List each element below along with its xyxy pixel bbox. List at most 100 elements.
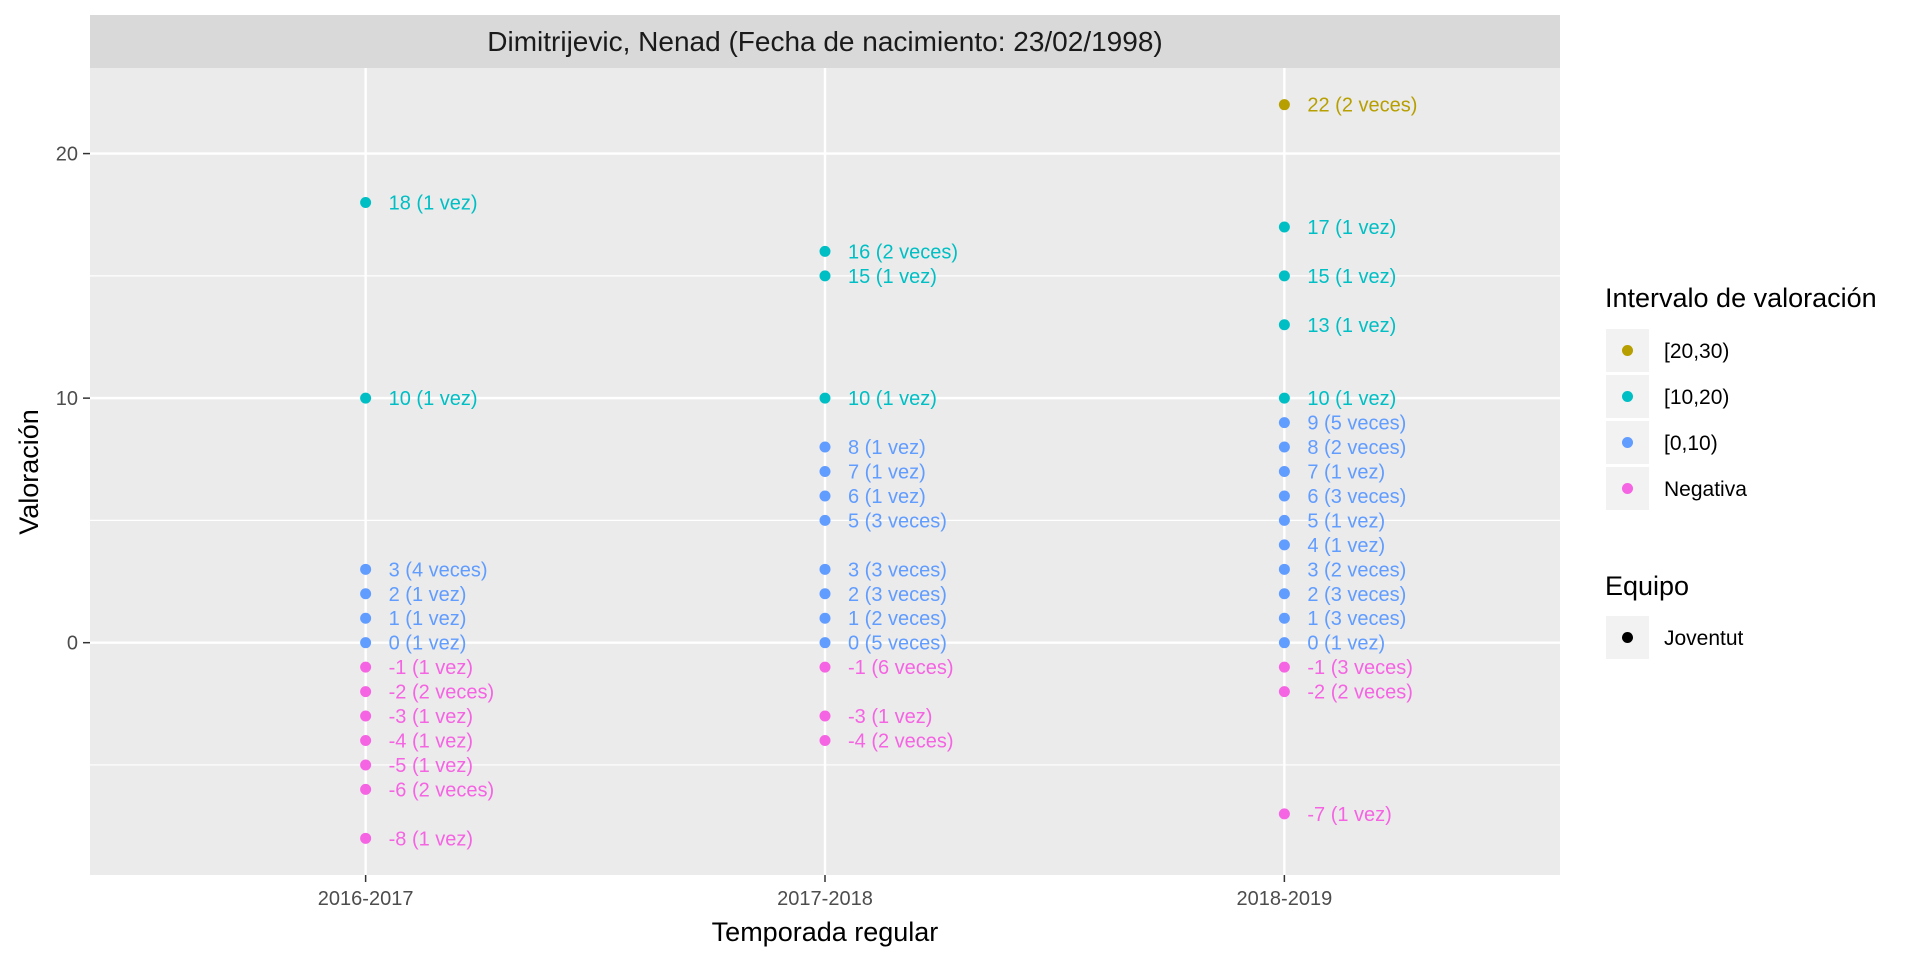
data-point [1278,539,1290,551]
points [360,99,1290,844]
data-point [360,588,372,600]
data-point [819,441,831,453]
data-point [819,270,831,282]
data-point-label: 4 (1 vez) [1307,535,1385,557]
data-point [360,637,372,649]
data-point [819,392,831,404]
legend-shape-keys: Joventut [1606,616,1744,659]
data-point-label: -4 (1 vez) [389,731,473,753]
y-axis-title: Valoración [14,409,44,535]
data-point-label: 22 (2 veces) [1307,95,1417,117]
data-point-label: 8 (2 veces) [1307,437,1406,459]
chart-title: Dimitrijevic, Nenad (Fecha de nacimiento… [487,26,1162,57]
data-point-label: -5 (1 vez) [389,755,473,777]
data-point [819,661,831,673]
data-point-label: -6 (2 veces) [389,779,495,801]
data-point-label: 7 (1 vez) [848,462,926,484]
data-point-label: -4 (2 veces) [848,731,954,753]
data-point-label: 13 (1 vez) [1307,315,1396,337]
data-point-label: 1 (1 vez) [389,608,467,630]
data-point [360,392,372,404]
data-point [1278,686,1290,698]
legend-key-label: [0,10) [1664,432,1718,455]
data-point [1278,466,1290,477]
data-point [1278,588,1290,600]
data-point-label: -2 (2 veces) [1307,682,1413,704]
data-point-label: -1 (3 veces) [1307,657,1413,679]
data-point-label: -3 (1 vez) [848,706,932,728]
data-point [1278,563,1290,575]
legend-key-point [1622,345,1633,356]
x-axis: 2016-2017 2017-2018 2018-2019 [318,875,1332,910]
data-point [1278,808,1290,820]
data-point [1278,270,1290,282]
data-point [360,735,372,746]
data-point-label: 10 (1 vez) [848,388,937,410]
data-point-label: 1 (3 veces) [1307,608,1406,630]
data-point [1278,392,1290,404]
legend-key-point [1622,632,1633,643]
legend-key-point [1622,483,1633,494]
legend-color-keys: [20,30) [10,20) [0,10) Negativa [1606,329,1747,510]
data-point [819,514,831,526]
legend-key-label: [20,30) [1664,340,1729,363]
x-tick-label: 2018-2019 [1237,888,1333,910]
data-point-label: 16 (2 veces) [848,241,958,263]
data-point-label: 7 (1 vez) [1307,462,1385,484]
data-point [1278,319,1290,331]
data-point-label: 9 (5 veces) [1307,413,1406,435]
data-point [819,588,831,600]
data-point-label: 10 (1 vez) [1307,388,1396,410]
data-point [819,735,831,746]
y-tick-label: 10 [56,388,78,410]
legend-shape-title: Equipo [1605,571,1689,601]
data-point [360,710,372,722]
legend-key-point [1622,391,1633,402]
legend-key-label: [10,20) [1664,386,1729,409]
x-tick-label: 2017-2018 [777,888,873,910]
data-point-label: 6 (3 veces) [1307,486,1406,508]
data-point-label: 0 (1 vez) [1307,633,1385,655]
x-axis-title: Temporada regular [712,917,939,947]
data-point [360,563,372,575]
data-point-label: 17 (1 vez) [1307,217,1396,239]
data-point [819,612,831,624]
y-tick-label: 0 [67,633,78,655]
data-point-label: 1 (2 veces) [848,608,947,630]
data-point [819,466,831,477]
legend: Intervalo de valoración [20,30) [10,20) [0… [1605,283,1877,659]
data-point-label: -2 (2 veces) [389,682,495,704]
data-point-label: 18 (1 vez) [389,193,478,215]
data-point-label: 0 (1 vez) [389,633,467,655]
data-point [1278,490,1290,502]
data-point [360,197,372,208]
data-point-label: -8 (1 vez) [389,828,473,850]
data-point-label: 10 (1 vez) [389,388,478,410]
data-point [819,490,831,502]
data-point [1278,612,1290,624]
data-point-label: 6 (1 vez) [848,486,926,508]
data-point [360,661,372,673]
legend-color-title: Intervalo de valoración [1605,283,1877,313]
data-point-label: -1 (1 vez) [389,657,473,679]
data-point-label: 15 (1 vez) [848,266,937,288]
point-labels: 18 (1 vez) 10 (1 vez) 3 (4 veces) 2 (1 vez)… [389,95,1418,851]
data-point-label: 15 (1 vez) [1307,266,1396,288]
data-point [819,637,831,649]
data-point [1278,637,1290,649]
data-point-label: -1 (6 veces) [848,657,954,679]
data-point [360,832,372,844]
data-point [1278,221,1290,233]
data-point [360,612,372,624]
data-point [819,563,831,575]
legend-key-point [1622,437,1633,448]
data-point [1278,514,1290,526]
data-point [1278,417,1290,429]
data-point [1278,441,1290,453]
data-point-label: 2 (3 veces) [848,584,947,606]
data-point-label: 3 (2 veces) [1307,559,1406,581]
data-point-label: 3 (3 veces) [848,559,947,581]
x-tick-label: 2016-2017 [318,888,414,910]
data-point-label: 5 (1 vez) [1307,510,1385,532]
